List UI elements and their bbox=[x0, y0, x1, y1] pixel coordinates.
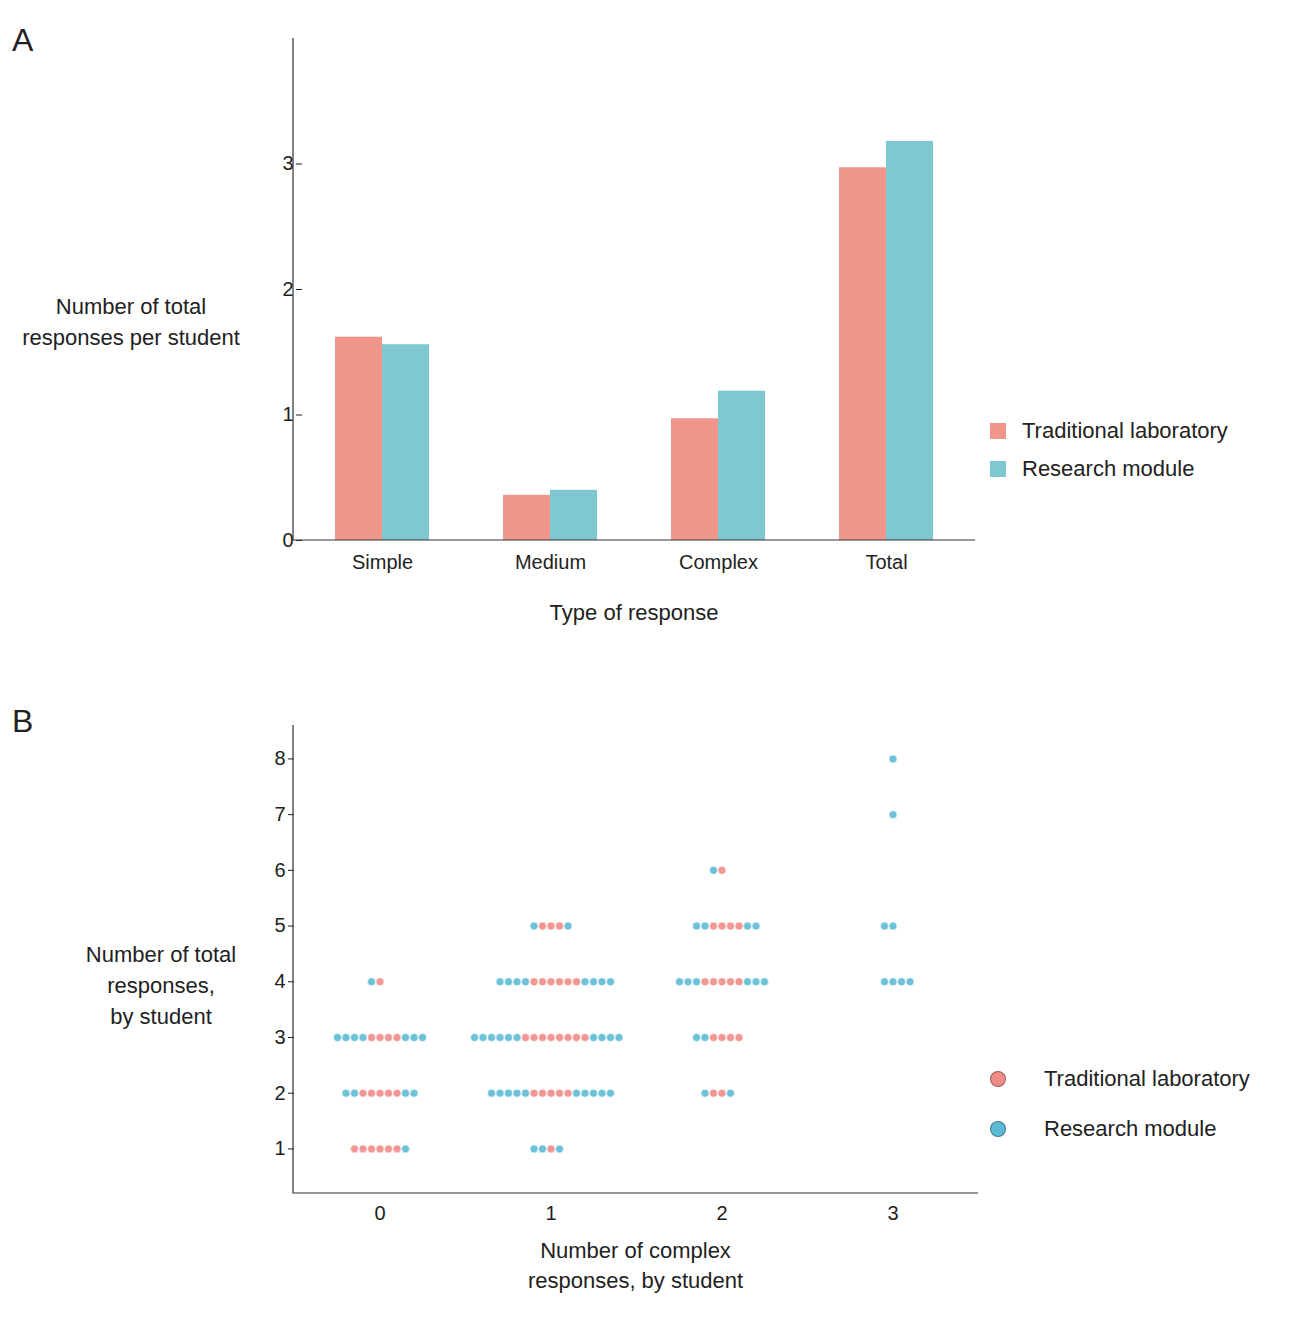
svg-text:Complex: Complex bbox=[679, 551, 758, 573]
html-text:Number of total responses, by: Number of total responses, by student bbox=[85, 942, 237, 1029]
html-text:Type of response: Type of response bbox=[549, 600, 719, 625]
svg-text:2: 2 bbox=[274, 1082, 285, 1104]
svg-text:3: 3 bbox=[887, 1202, 898, 1224]
svg-text:2: 2 bbox=[282, 278, 293, 300]
html-text:A: A bbox=[12, 22, 34, 58]
svg-text:Medium: Medium bbox=[515, 551, 586, 573]
svg-text:0: 0 bbox=[374, 1202, 385, 1224]
html-text:Traditional laboratory: Traditional laboratory bbox=[1022, 418, 1228, 443]
svg-text:0: 0 bbox=[282, 529, 293, 551]
html-text:Research module: Research module bbox=[1044, 1116, 1217, 1141]
svg-text:3: 3 bbox=[274, 1026, 285, 1048]
html-text:Traditional laboratory: Traditional laboratory bbox=[1044, 1066, 1250, 1091]
svg-text:5: 5 bbox=[274, 914, 285, 936]
svg-text:1: 1 bbox=[282, 403, 293, 425]
svg-text:Total: Total bbox=[865, 551, 907, 573]
svg-text:3: 3 bbox=[282, 152, 293, 174]
svg-text:1: 1 bbox=[545, 1202, 556, 1224]
html-text:B: B bbox=[12, 703, 34, 739]
svg-text:8: 8 bbox=[274, 747, 285, 769]
svg-text:4: 4 bbox=[274, 970, 285, 992]
html-text:Number of complex responses, b: Number of complex responses, by student bbox=[527, 1238, 744, 1293]
svg-text:6: 6 bbox=[274, 859, 285, 881]
svg-text:Simple: Simple bbox=[352, 551, 413, 573]
svg-text:1: 1 bbox=[274, 1137, 285, 1159]
svg-text:2: 2 bbox=[716, 1202, 727, 1224]
html-text:Research module: Research module bbox=[1022, 456, 1195, 481]
html-text:Number of total responses per: Number of total responses per student bbox=[22, 294, 240, 350]
svg-text:7: 7 bbox=[274, 803, 285, 825]
